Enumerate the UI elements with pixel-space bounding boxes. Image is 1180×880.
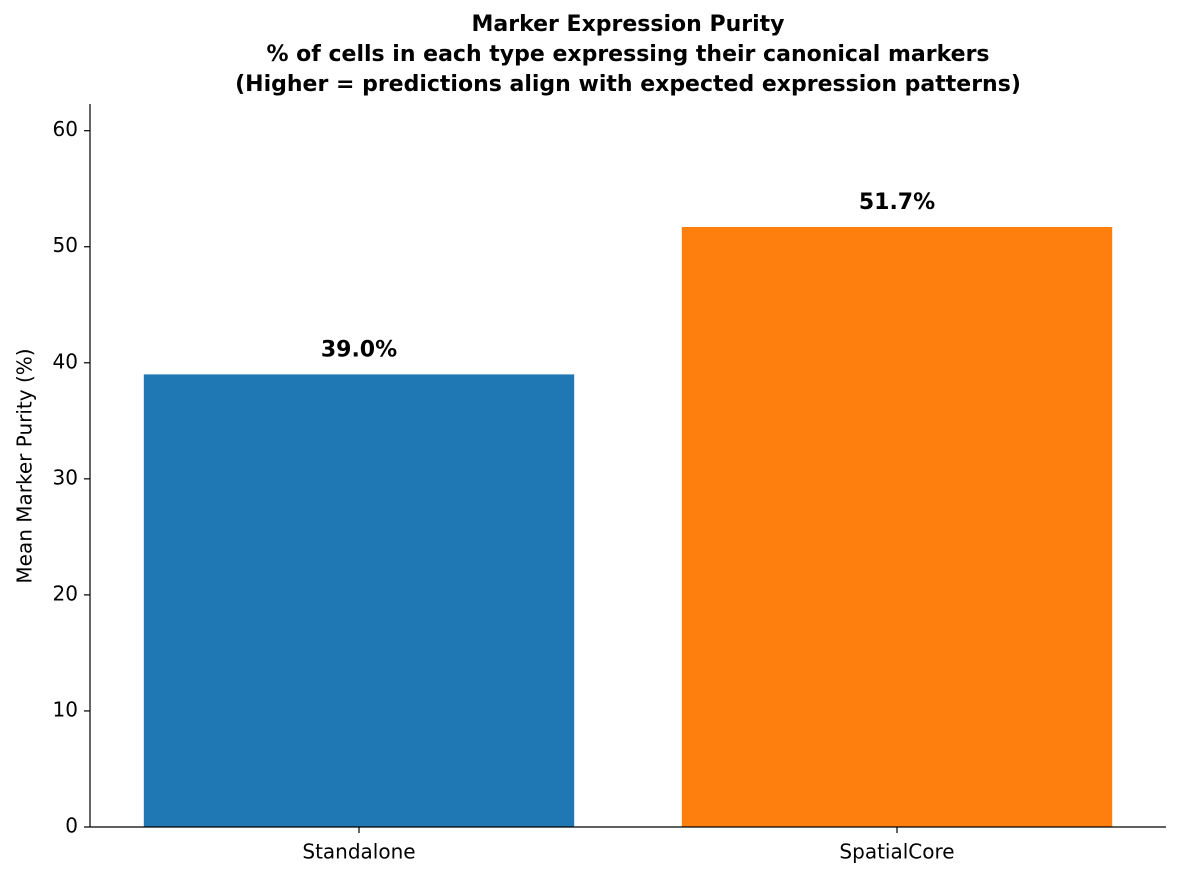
y-tick-label: 10: [53, 697, 78, 721]
x-tick-label: Standalone: [302, 840, 415, 864]
y-tick-label: 50: [53, 233, 78, 257]
y-tick-label: 40: [53, 349, 78, 373]
value-label: 39.0%: [321, 337, 397, 362]
y-tick-label: 0: [65, 814, 78, 838]
chart-subtitle: (Higher = predictions align with expecte…: [235, 72, 1021, 97]
bar: [143, 374, 575, 827]
value-label: 51.7%: [859, 190, 935, 215]
y-tick-label: 20: [53, 581, 78, 605]
y-tick-label: 30: [53, 465, 78, 489]
y-tick-label: 60: [53, 117, 78, 141]
bar: [681, 227, 1113, 827]
y-axis-label: Mean Marker Purity (%): [13, 348, 37, 583]
chart-title: Marker Expression Purity: [472, 12, 785, 37]
chart-subtitle: % of cells in each type expressing their…: [266, 42, 989, 67]
x-tick-label: SpatialCore: [839, 840, 954, 864]
